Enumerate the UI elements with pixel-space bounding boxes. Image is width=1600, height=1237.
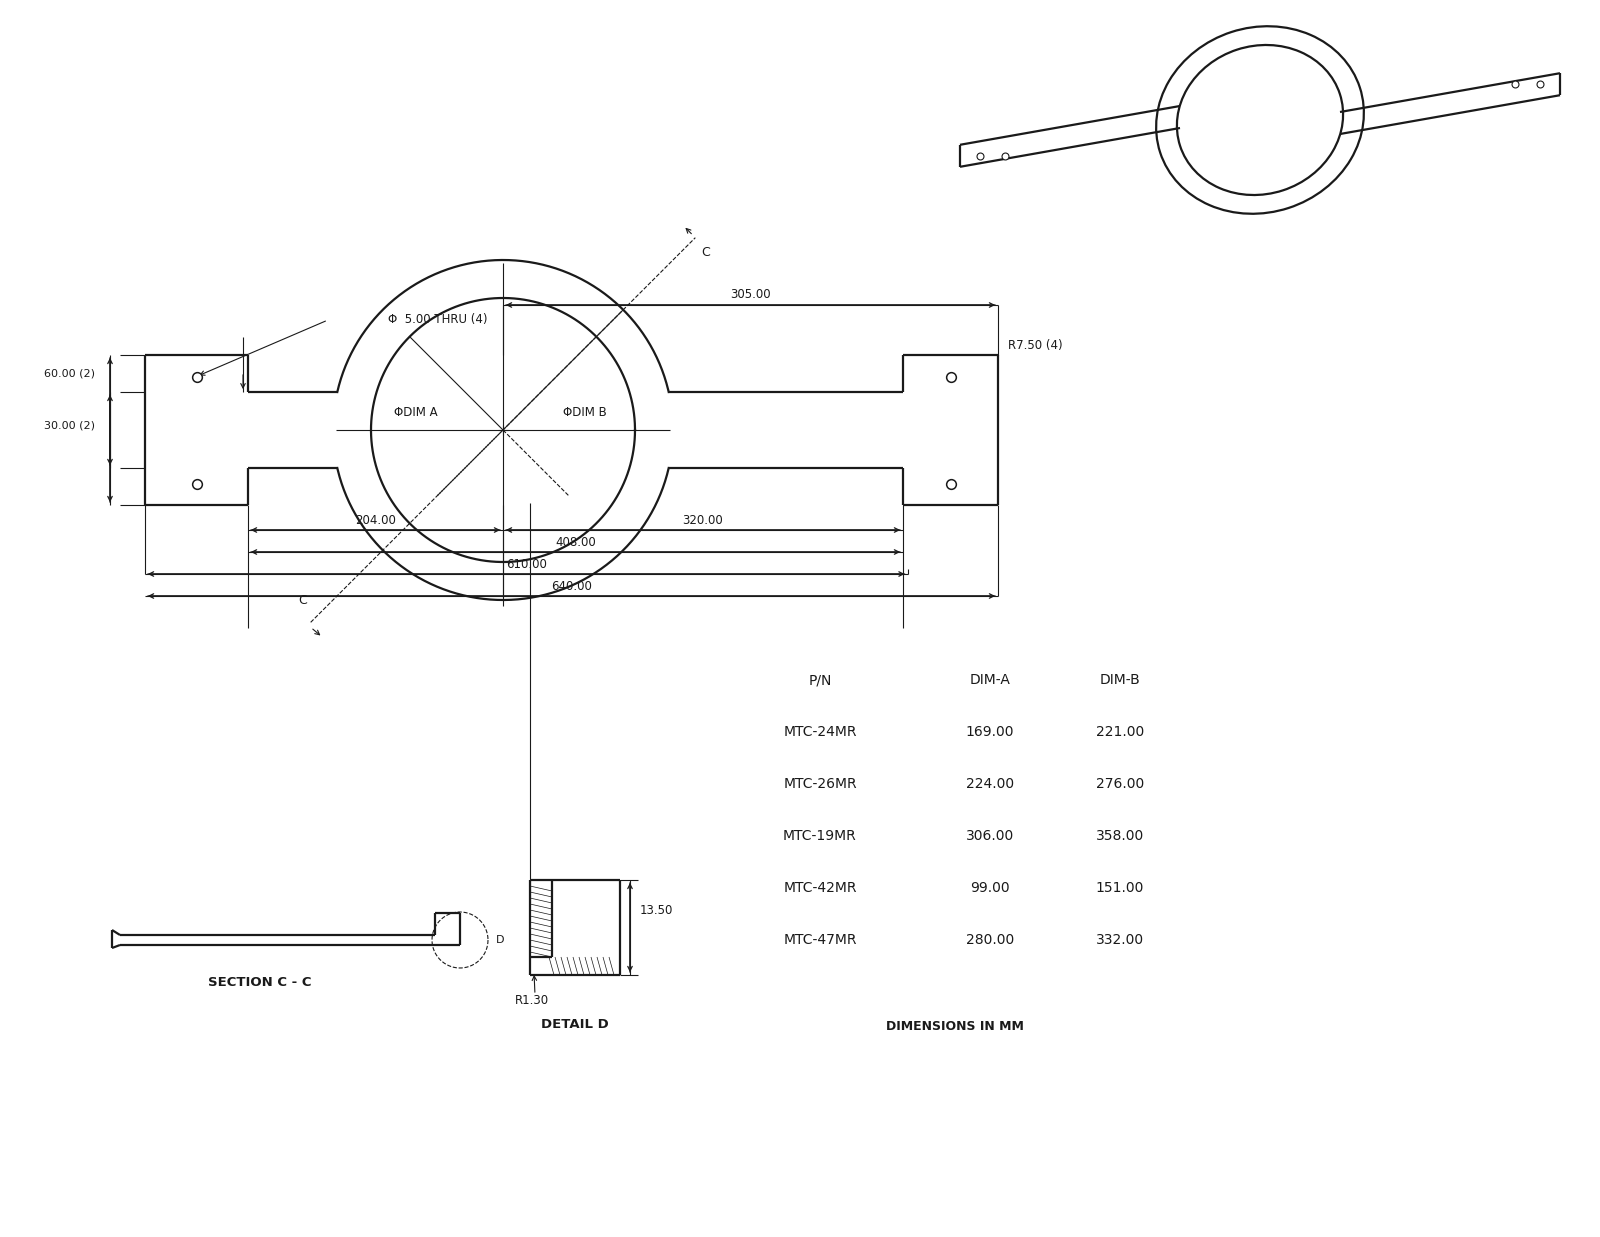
Text: ΦDIM A: ΦDIM A [394, 406, 438, 418]
Text: 276.00: 276.00 [1096, 777, 1144, 790]
Text: 99.00: 99.00 [970, 881, 1010, 896]
Text: 332.00: 332.00 [1096, 933, 1144, 948]
Text: 306.00: 306.00 [966, 829, 1014, 842]
Text: DIM-B: DIM-B [1099, 673, 1141, 687]
Text: 151.00: 151.00 [1096, 881, 1144, 896]
Text: MTC-26MR: MTC-26MR [782, 777, 858, 790]
Text: MTC-47MR: MTC-47MR [784, 933, 856, 948]
Text: MTC-19MR: MTC-19MR [782, 829, 858, 842]
Text: 408.00: 408.00 [555, 536, 595, 548]
Text: DIM-A: DIM-A [970, 673, 1011, 687]
Text: SECTION C - C: SECTION C - C [208, 976, 312, 990]
Text: 280.00: 280.00 [966, 933, 1014, 948]
Text: 320.00: 320.00 [683, 513, 723, 527]
Text: MTC-42MR: MTC-42MR [784, 881, 856, 896]
Text: C: C [701, 246, 710, 260]
Text: C: C [298, 594, 307, 607]
Text: 204.00: 204.00 [355, 513, 395, 527]
Text: 60.00 (2): 60.00 (2) [45, 369, 94, 379]
Text: Φ  5.00 THRU (4): Φ 5.00 THRU (4) [387, 313, 488, 327]
Text: 169.00: 169.00 [966, 725, 1014, 738]
Text: 610.00: 610.00 [506, 558, 547, 570]
Text: 224.00: 224.00 [966, 777, 1014, 790]
Text: P/N: P/N [808, 673, 832, 687]
Text: MTC-24MR: MTC-24MR [784, 725, 856, 738]
Text: ΦDIM B: ΦDIM B [563, 406, 606, 418]
Text: R7.50 (4): R7.50 (4) [1008, 339, 1062, 351]
Text: DIMENSIONS IN MM: DIMENSIONS IN MM [886, 1021, 1024, 1033]
Text: 13.50: 13.50 [640, 903, 674, 917]
Text: 640.00: 640.00 [550, 579, 592, 593]
Text: 30.00 (2): 30.00 (2) [45, 421, 94, 430]
Text: 358.00: 358.00 [1096, 829, 1144, 842]
Text: 305.00: 305.00 [730, 287, 771, 301]
Text: 221.00: 221.00 [1096, 725, 1144, 738]
Text: R1.30: R1.30 [515, 993, 549, 1007]
Text: D: D [496, 935, 504, 945]
Text: DETAIL D: DETAIL D [541, 1018, 610, 1032]
